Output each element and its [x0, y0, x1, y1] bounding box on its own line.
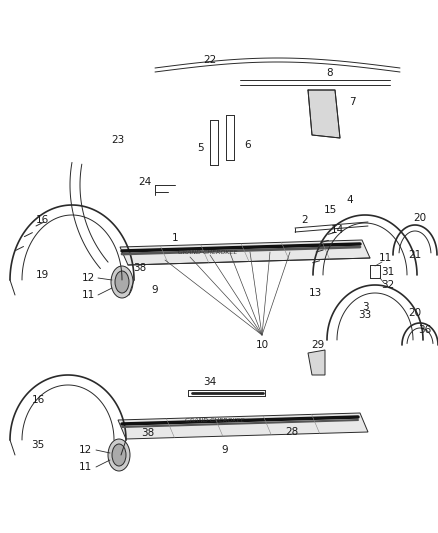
Text: 9: 9	[222, 445, 228, 455]
Text: 31: 31	[381, 267, 395, 277]
Text: 23: 23	[111, 135, 125, 145]
Polygon shape	[308, 90, 340, 138]
Text: 12: 12	[81, 273, 95, 283]
Text: 32: 32	[381, 280, 395, 290]
Polygon shape	[120, 240, 370, 265]
Text: 1: 1	[172, 233, 178, 243]
Text: 29: 29	[311, 340, 325, 350]
Text: 8: 8	[327, 68, 333, 78]
Text: 11: 11	[78, 462, 92, 472]
Text: 16: 16	[32, 395, 45, 405]
Polygon shape	[118, 413, 368, 439]
Text: GRAND CHEROKEE: GRAND CHEROKEE	[185, 418, 244, 424]
Text: 2: 2	[302, 215, 308, 225]
Polygon shape	[308, 350, 325, 375]
Text: 11: 11	[378, 253, 392, 263]
Text: 3: 3	[362, 302, 368, 312]
Text: 34: 34	[203, 377, 217, 387]
Ellipse shape	[111, 266, 133, 298]
Text: 16: 16	[35, 215, 49, 225]
Text: 38: 38	[134, 263, 147, 273]
Text: 19: 19	[35, 270, 49, 280]
Ellipse shape	[108, 439, 130, 471]
Text: 13: 13	[308, 288, 321, 298]
Text: 9: 9	[152, 285, 158, 295]
Text: GRAND CHEROKEE: GRAND CHEROKEE	[178, 249, 237, 254]
Text: 33: 33	[358, 310, 371, 320]
Text: 15: 15	[323, 205, 337, 215]
Text: 4: 4	[347, 195, 353, 205]
Text: 7: 7	[349, 97, 355, 107]
Text: 22: 22	[203, 55, 217, 65]
Text: 5: 5	[197, 143, 203, 153]
Text: 11: 11	[81, 290, 95, 300]
Text: 20: 20	[409, 308, 421, 318]
Text: 36: 36	[418, 325, 431, 335]
Text: 10: 10	[255, 340, 268, 350]
Text: 24: 24	[138, 177, 152, 187]
Text: 35: 35	[32, 440, 45, 450]
Ellipse shape	[115, 271, 129, 293]
Text: 6: 6	[245, 140, 251, 150]
Text: 28: 28	[286, 427, 299, 437]
Text: 20: 20	[413, 213, 427, 223]
Text: 12: 12	[78, 445, 92, 455]
Text: 21: 21	[408, 250, 422, 260]
Ellipse shape	[112, 444, 126, 466]
Text: 14: 14	[330, 225, 344, 235]
Text: 38: 38	[141, 428, 155, 438]
